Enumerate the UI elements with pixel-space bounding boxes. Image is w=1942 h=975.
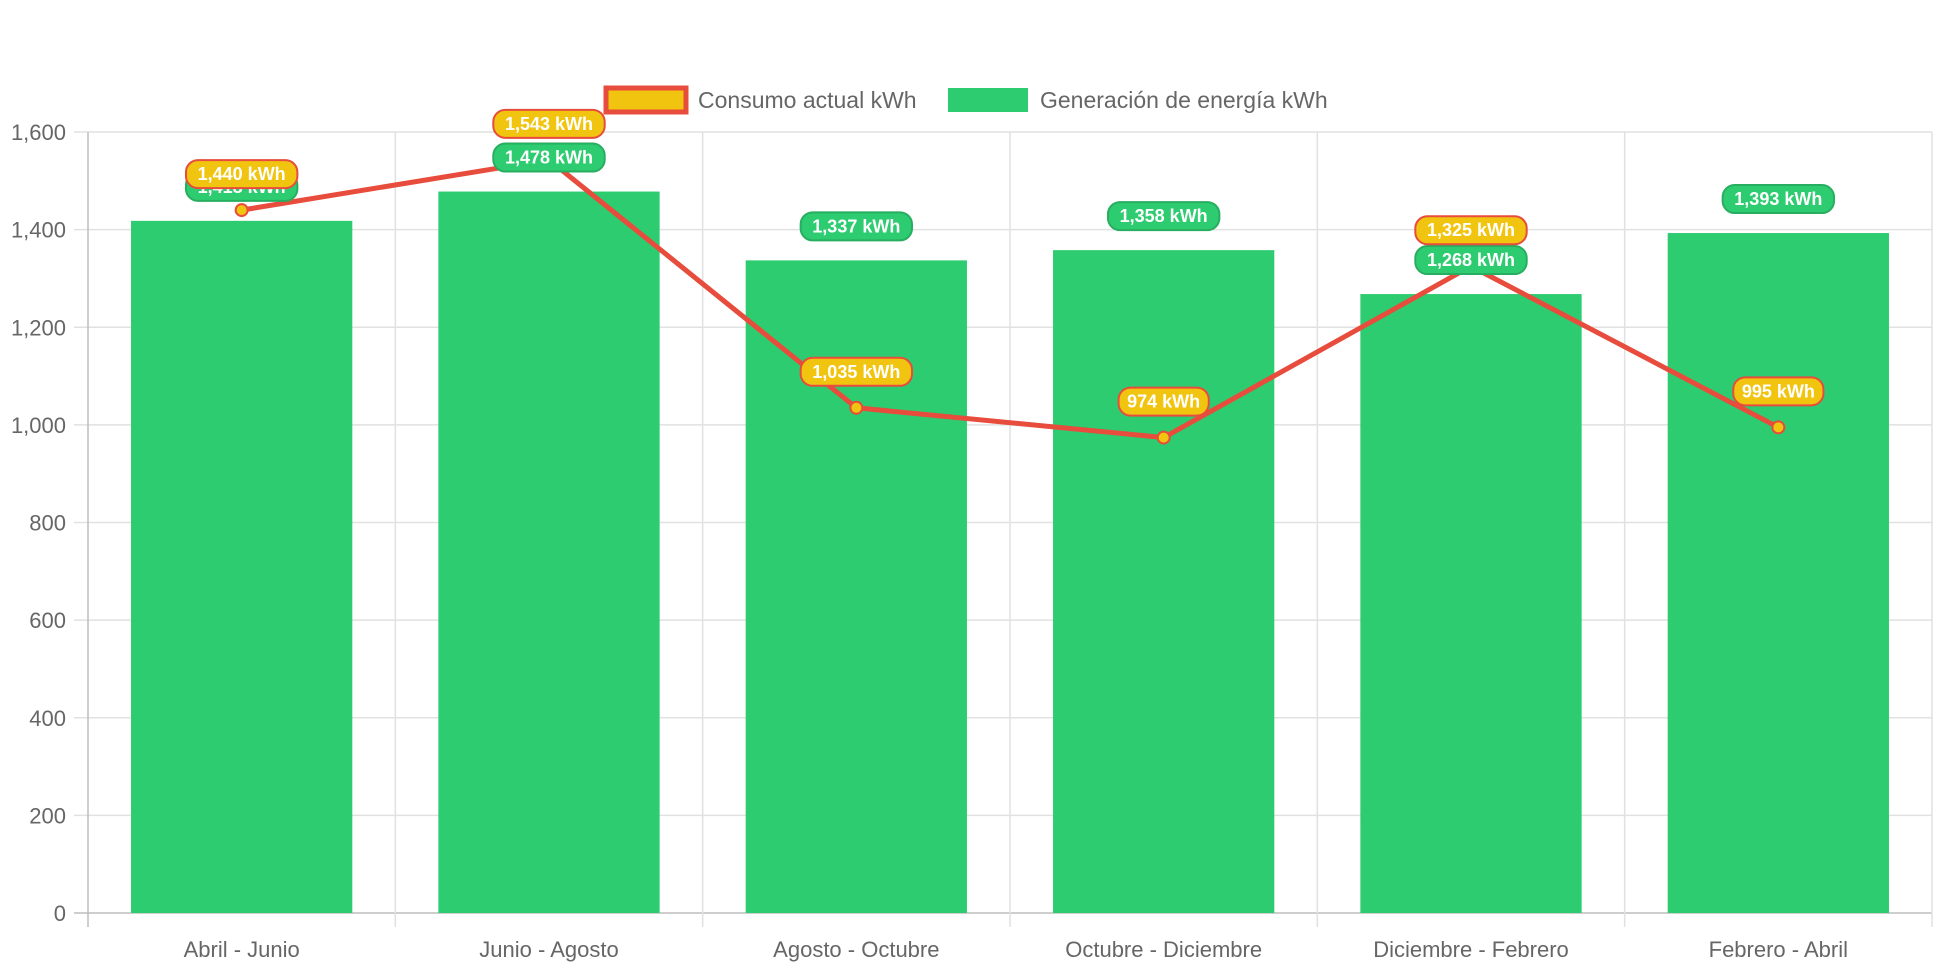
bar-generacion[interactable] — [131, 220, 353, 913]
x-axis-tick-labels: Abril - Junio Junio - Agosto Agosto - Octu… — [184, 937, 1848, 962]
bar-data-label-text: 1,337 kWh — [812, 216, 900, 236]
bar-data-label: 1,358 kWh — [1106, 201, 1221, 232]
y-tick-label: 0 — [54, 901, 66, 926]
legend-swatch-consumo[interactable] — [603, 85, 689, 115]
y-tick-label: 600 — [29, 608, 66, 633]
bar-generacion[interactable] — [1667, 233, 1889, 913]
line-data-label-text: 1,440 kWh — [198, 164, 286, 184]
y-tick-label: 800 — [29, 511, 66, 536]
bar-generacion[interactable] — [438, 191, 660, 913]
line-point-consumo[interactable] — [849, 400, 864, 415]
y-tick-label: 200 — [29, 803, 66, 828]
y-tick-label: 1,600 — [11, 120, 66, 145]
line-data-label: 1,440 kWh — [184, 159, 299, 190]
bar-data-label-background — [799, 211, 914, 242]
bar-data-label-text: 1,478 kWh — [505, 148, 593, 168]
line-data-label-background — [184, 159, 299, 190]
line-data-label-text: 1,543 kWh — [505, 114, 593, 134]
bar-data-label-text: 1,268 kWh — [1427, 250, 1515, 270]
y-tick-label: 1,000 — [11, 413, 66, 438]
y-tick-label: 400 — [29, 706, 66, 731]
line-point-consumo[interactable] — [1156, 430, 1171, 445]
bar-generacion[interactable] — [1360, 294, 1582, 913]
bar-data-label-background — [492, 142, 606, 173]
bar-series — [131, 191, 1889, 914]
x-tick-label: Abril - Junio — [184, 937, 300, 962]
line-data-label-background — [799, 356, 914, 387]
bar-data-label-text: 1,358 kWh — [1120, 206, 1208, 226]
legend-label-generacion[interactable]: Generación de energía kWh — [1040, 87, 1328, 113]
x-tick-label: Agosto - Octubre — [773, 937, 939, 962]
line-data-label: 1,035 kWh — [799, 356, 914, 387]
line-data-label: 1,325 kWh — [1414, 215, 1528, 246]
line-data-label-background — [1414, 215, 1528, 246]
legend-label-consumo[interactable]: Consumo actual kWh — [698, 87, 917, 113]
bar-data-label: 1,268 kWh — [1414, 245, 1528, 276]
grid-lines — [74, 131, 1933, 927]
x-tick-label: Junio - Agosto — [479, 937, 618, 962]
line-data-label: 995 kWh — [1732, 376, 1825, 407]
bar-data-label: 1,337 kWh — [799, 211, 914, 242]
y-axis-tick-labels: 0 200 400 600 800 1,000 1,200 1,400 1,600 — [11, 120, 66, 926]
line-data-label-text: 1,035 kWh — [812, 362, 900, 382]
x-tick-label: Octubre - Diciembre — [1065, 937, 1262, 962]
line-data-label: 1,543 kWh — [492, 108, 606, 139]
y-tick-label: 1,400 — [11, 218, 66, 243]
line-data-label-background — [1117, 386, 1210, 417]
bar-data-label-background — [1414, 245, 1528, 276]
x-tick-label: Diciembre - Febrero — [1373, 937, 1569, 962]
line-data-labels: 1,440 kWh 1,543 kWh 1,035 kWh 974 kWh 1,325 … — [184, 108, 1825, 417]
bar-generacion[interactable] — [1053, 250, 1275, 914]
bar-data-label-text: 1,393 kWh — [1734, 189, 1822, 209]
bar-data-label: 1,393 kWh — [1721, 184, 1836, 215]
bar-data-label-background — [1106, 201, 1221, 232]
legend-swatch-generacion[interactable] — [948, 88, 1028, 112]
bar-data-label-background — [1721, 184, 1836, 215]
line-data-label: 974 kWh — [1117, 386, 1210, 417]
legend: Consumo actual kWh Generación de energía… — [603, 85, 1328, 115]
line-data-label-background — [1732, 376, 1825, 407]
line-data-label-text: 974 kWh — [1127, 392, 1200, 412]
line-data-label-text: 995 kWh — [1742, 381, 1815, 401]
x-tick-label: Febrero - Abril — [1709, 937, 1848, 962]
line-data-label-background — [492, 108, 606, 139]
line-point-consumo[interactable] — [234, 203, 249, 218]
line-point-consumo[interactable] — [1771, 420, 1786, 435]
bar-data-label: 1,478 kWh — [492, 142, 606, 173]
line-data-label-text: 1,325 kWh — [1427, 220, 1515, 240]
y-tick-label: 1,200 — [11, 315, 66, 340]
